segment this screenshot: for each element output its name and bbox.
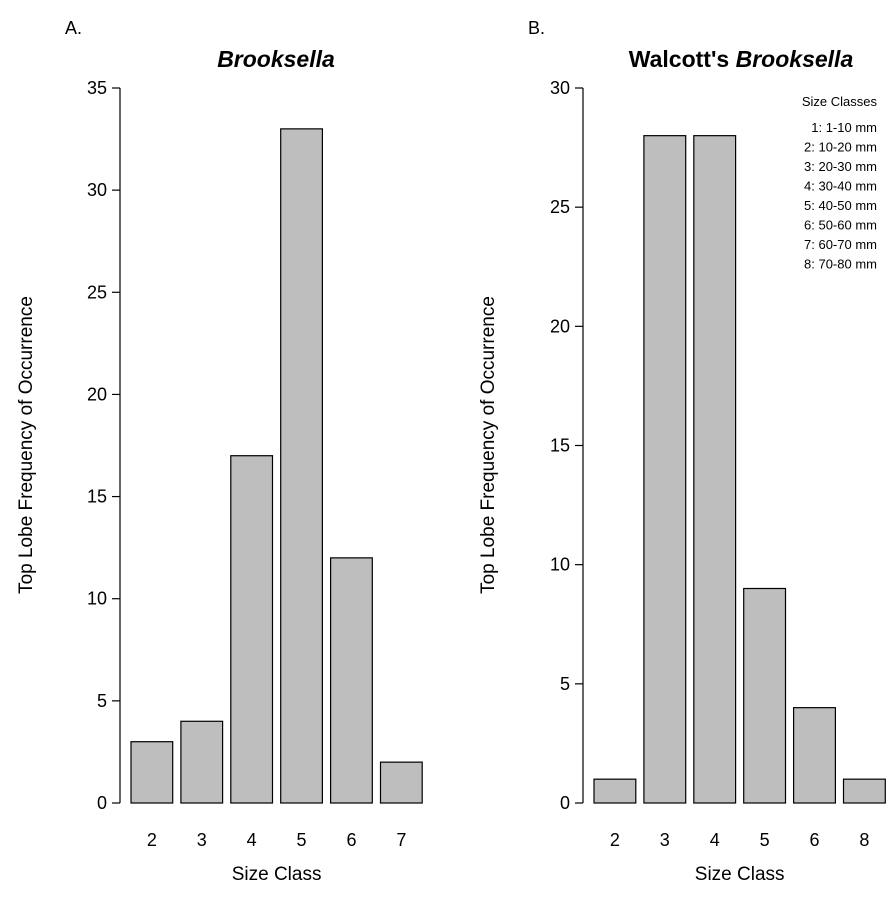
x-tick-label: 4	[247, 830, 257, 850]
y-tick-label: 5	[560, 674, 570, 694]
bar	[230, 455, 274, 804]
x-tick-label: 5	[297, 830, 307, 850]
x-axis-title: Size Class	[695, 864, 785, 885]
x-tick-label: 6	[346, 830, 356, 850]
bar	[593, 778, 637, 804]
x-tick-label: 6	[809, 830, 819, 850]
panel-b-chart: B. Walcott's Brooksella 0 5 10 15 20 25 30 2 3 4 5 6 8…	[478, 18, 886, 885]
chart-title: Brooksella	[217, 46, 335, 72]
y-tick-label: 5	[97, 691, 107, 711]
y-tick-label: 10	[87, 589, 107, 609]
size-classes-legend: Size Classes 1: 1-10 mm 2: 10-20 mm 3: 20-3…	[802, 94, 878, 272]
y-axis-title: Top Lobe Frequency of Occurrence	[478, 296, 499, 594]
x-tick-label: 4	[710, 830, 720, 850]
x-tick-label: 3	[660, 830, 670, 850]
bar	[180, 720, 224, 804]
bar	[693, 135, 737, 804]
bar	[842, 778, 886, 804]
chart-title-italic: Brooksella	[217, 46, 335, 72]
legend-item: 7: 60-70 mm	[804, 237, 877, 252]
x-tick-label: 7	[396, 830, 406, 850]
x-axis-title: Size Class	[232, 864, 322, 885]
legend-item: 6: 50-60 mm	[804, 218, 877, 233]
legend-item: 8: 70-80 mm	[804, 257, 877, 272]
legend-item: 1: 1-10 mm	[811, 120, 877, 135]
legend-title: Size Classes	[802, 94, 878, 109]
y-tick-label: 15	[550, 436, 570, 456]
bar	[130, 741, 174, 804]
legend-item: 2: 10-20 mm	[804, 140, 877, 155]
y-tick-label: 35	[87, 78, 107, 98]
bar	[330, 557, 373, 804]
bar	[643, 135, 687, 804]
bar	[792, 707, 836, 804]
x-tick-label: 5	[760, 830, 770, 850]
y-tick-label: 25	[87, 282, 107, 302]
x-tick-label: 2	[610, 830, 620, 850]
y-tick-label: 30	[87, 180, 107, 200]
panel-label: B.	[528, 18, 545, 38]
y-tick-label: 0	[560, 793, 570, 813]
y-tick-label: 30	[550, 78, 570, 98]
y-tick-label: 0	[97, 793, 107, 813]
x-tick-label: 3	[197, 830, 207, 850]
chart-title: Walcott's Brooksella	[629, 46, 854, 72]
x-tick-label: 8	[859, 830, 869, 850]
y-tick-label: 10	[550, 555, 570, 575]
y-tick-label: 25	[550, 197, 570, 217]
chart-title-plain: Walcott's	[629, 46, 736, 72]
bar	[280, 128, 324, 804]
y-tick-label: 20	[87, 384, 107, 404]
legend-item: 5: 40-50 mm	[804, 198, 877, 213]
bar	[379, 761, 423, 804]
y-tick-label: 15	[87, 487, 107, 507]
legend-item: 3: 20-30 mm	[804, 159, 877, 174]
chart-title-italic: Brooksella	[736, 46, 854, 72]
panel-label: A.	[65, 18, 82, 38]
panel-a-chart: A. Brooksella 0 5 10 15 20 25 30 35 2 3 4 5 6 7 Size Cla…	[16, 18, 423, 885]
x-tick-label: 2	[147, 830, 157, 850]
y-axis-title: Top Lobe Frequency of Occurrence	[16, 296, 37, 594]
legend-item: 4: 30-40 mm	[804, 179, 877, 194]
y-tick-label: 20	[550, 316, 570, 336]
bar	[743, 587, 787, 804]
